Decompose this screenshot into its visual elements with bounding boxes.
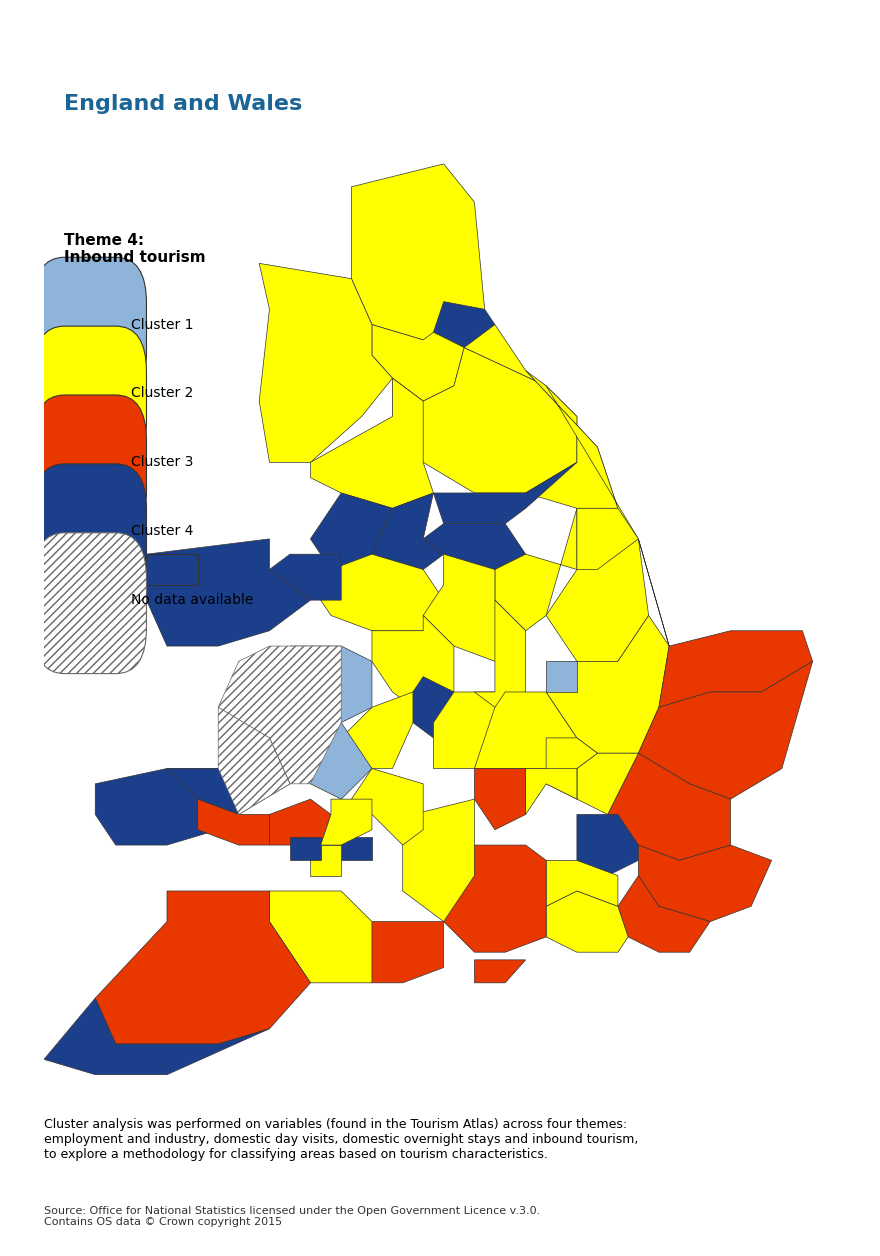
Polygon shape <box>167 737 290 814</box>
Polygon shape <box>218 707 290 814</box>
Text: Cluster analysis was performed on variables (found in the Tourism Atlas) across : Cluster analysis was performed on variab… <box>44 1118 638 1161</box>
Polygon shape <box>198 799 269 845</box>
Polygon shape <box>434 301 495 348</box>
Polygon shape <box>311 845 341 875</box>
Polygon shape <box>434 692 505 769</box>
Polygon shape <box>474 769 525 830</box>
FancyBboxPatch shape <box>33 394 146 536</box>
Polygon shape <box>577 509 638 569</box>
Polygon shape <box>638 539 812 707</box>
Polygon shape <box>577 814 638 875</box>
Polygon shape <box>392 348 577 494</box>
Polygon shape <box>525 371 649 662</box>
Polygon shape <box>311 554 444 631</box>
Polygon shape <box>95 769 218 845</box>
Polygon shape <box>525 769 577 814</box>
FancyBboxPatch shape <box>33 327 146 467</box>
Polygon shape <box>269 799 331 845</box>
Text: Cluster 2: Cluster 2 <box>131 387 194 401</box>
Polygon shape <box>218 646 341 784</box>
Polygon shape <box>638 662 812 799</box>
Polygon shape <box>311 722 372 799</box>
Polygon shape <box>341 922 444 982</box>
Polygon shape <box>464 324 618 509</box>
Polygon shape <box>260 264 392 462</box>
Text: Source: Office for National Statistics licensed under the Open Government Licenc: Source: Office for National Statistics l… <box>44 1206 540 1227</box>
Polygon shape <box>290 646 372 722</box>
Polygon shape <box>341 838 372 860</box>
Polygon shape <box>372 494 444 569</box>
Text: Cluster 4: Cluster 4 <box>131 524 194 539</box>
Polygon shape <box>444 845 546 952</box>
Polygon shape <box>95 891 311 1044</box>
Polygon shape <box>413 677 454 737</box>
Polygon shape <box>269 891 372 982</box>
Polygon shape <box>608 754 730 860</box>
Text: Cluster 1: Cluster 1 <box>131 318 194 332</box>
Polygon shape <box>311 378 434 509</box>
Polygon shape <box>44 999 269 1075</box>
Polygon shape <box>341 769 423 845</box>
FancyBboxPatch shape <box>33 463 146 604</box>
Polygon shape <box>638 845 772 922</box>
Polygon shape <box>146 554 198 585</box>
Text: England and Wales: England and Wales <box>64 94 303 114</box>
Polygon shape <box>618 875 710 952</box>
Text: Theme 4:
Inbound tourism: Theme 4: Inbound tourism <box>64 232 206 265</box>
Polygon shape <box>546 737 598 799</box>
Polygon shape <box>269 554 341 600</box>
Polygon shape <box>546 860 618 907</box>
Polygon shape <box>474 960 525 982</box>
Polygon shape <box>351 163 485 340</box>
FancyBboxPatch shape <box>33 257 146 398</box>
Polygon shape <box>311 494 392 569</box>
Polygon shape <box>290 838 320 860</box>
Polygon shape <box>434 462 577 524</box>
Polygon shape <box>372 324 464 401</box>
Polygon shape <box>341 692 413 769</box>
Polygon shape <box>577 754 638 814</box>
Polygon shape <box>423 554 525 662</box>
Polygon shape <box>495 509 577 631</box>
Polygon shape <box>546 891 628 952</box>
Polygon shape <box>474 692 577 769</box>
Polygon shape <box>546 662 577 692</box>
Polygon shape <box>474 600 525 707</box>
Polygon shape <box>423 524 525 569</box>
Text: Cluster 3: Cluster 3 <box>131 456 194 470</box>
Polygon shape <box>403 799 474 922</box>
Polygon shape <box>546 615 669 754</box>
Text: No data available: No data available <box>131 593 253 607</box>
Polygon shape <box>146 539 311 646</box>
Polygon shape <box>372 615 454 722</box>
FancyBboxPatch shape <box>33 533 146 673</box>
Polygon shape <box>320 799 372 845</box>
